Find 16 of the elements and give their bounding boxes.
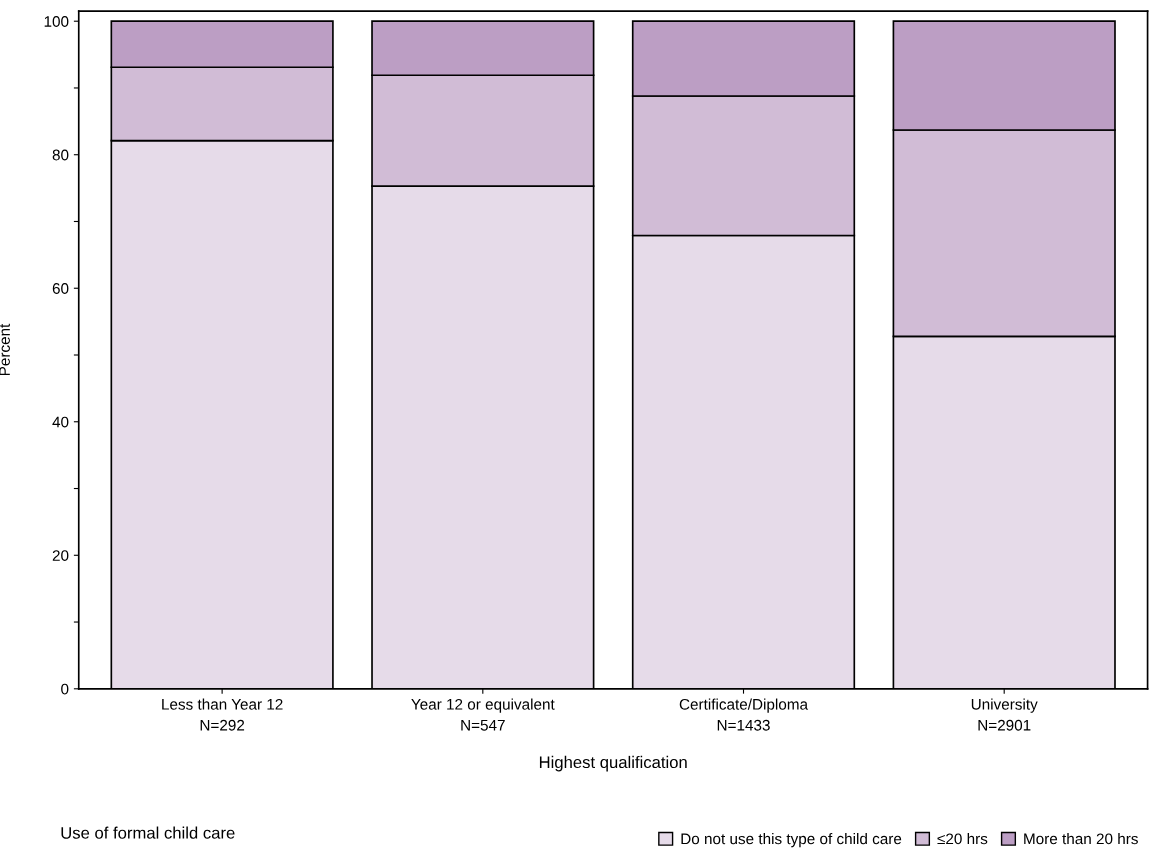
x-tick-label: Year 12 or equivalent N=547 xyxy=(411,698,555,731)
y-tick-label: 60 xyxy=(52,283,69,294)
legend-title: Use of formal child care xyxy=(61,826,235,839)
y-tick-label: 0 xyxy=(61,683,69,695)
legend-label: ≤20 hrs xyxy=(937,833,988,845)
legend-label: Do not use this type of child care xyxy=(681,833,902,848)
legend-label: More than 20 hrs xyxy=(1024,833,1138,845)
x-tick-label: Certificate/Diploma N=1433 xyxy=(679,698,809,731)
x-tick-label: University N=2901 xyxy=(971,698,1038,731)
y-tick-label: 20 xyxy=(52,550,69,561)
y-tick-label: 80 xyxy=(52,149,69,161)
y-axis-title: Percent xyxy=(0,323,10,376)
y-tick-label: 40 xyxy=(52,416,69,428)
y-tick-label: 100 xyxy=(44,16,69,27)
x-axis-title: Highest qualification xyxy=(539,755,687,772)
x-tick-label: Less than Year 12 N=292 xyxy=(162,698,283,731)
